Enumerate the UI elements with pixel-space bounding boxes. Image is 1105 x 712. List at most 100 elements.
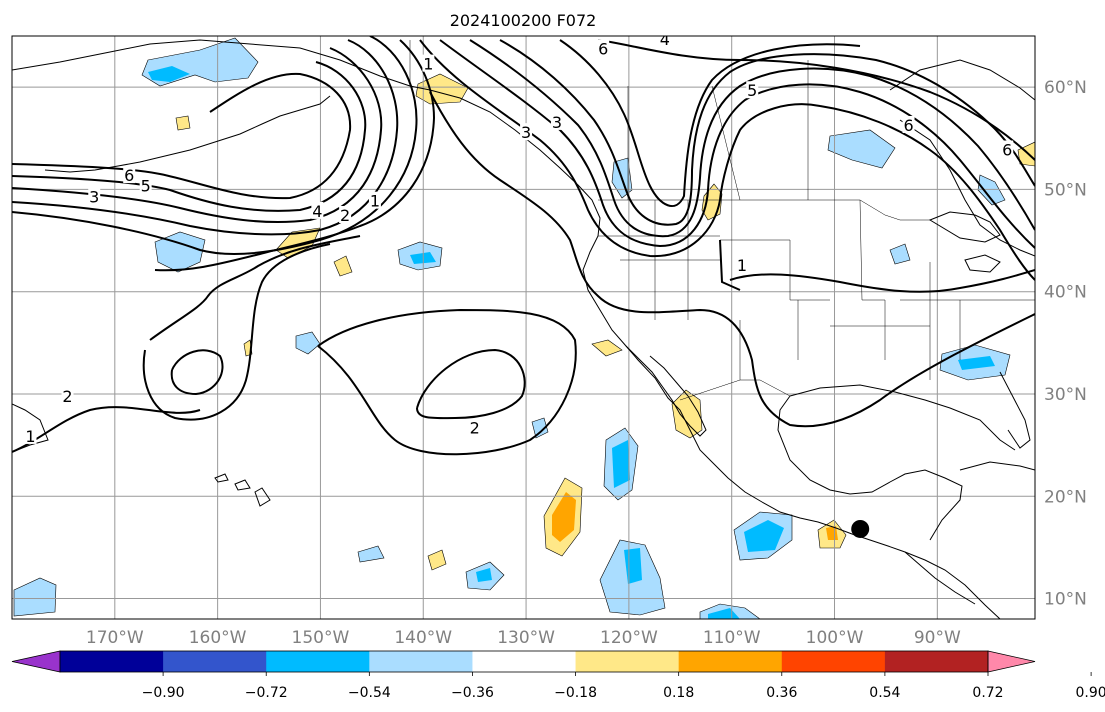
anomaly-fill <box>175 115 191 131</box>
contour-line <box>419 39 1035 281</box>
contour-line <box>729 269 1035 293</box>
contour-label: 3 <box>552 113 562 132</box>
contour-line <box>12 36 418 256</box>
colorbar-tick-label: −0.18 <box>554 685 597 701</box>
anomaly-fill <box>333 255 353 277</box>
contour-line <box>429 91 1035 428</box>
anomaly-fill <box>357 545 385 563</box>
contour-label: 4 <box>312 202 322 221</box>
anomaly-fill <box>275 227 321 259</box>
contour-label-bg <box>468 418 481 436</box>
contour-label: 5 <box>747 81 757 100</box>
latitude-label: 60°N <box>1044 78 1087 98</box>
location-marker <box>851 519 870 538</box>
contour-label-bg <box>520 123 533 141</box>
latitude-labels: 60°N 50°N 40°N 30°N 20°N 10°N <box>1044 78 1087 609</box>
contour-label: 4 <box>660 30 670 49</box>
colorbar-tick-label: 0.36 <box>766 685 797 701</box>
contour-line <box>317 308 577 456</box>
anomaly-fill <box>427 549 447 571</box>
colorbar-segment <box>781 651 886 672</box>
anomaly-fill <box>591 339 623 357</box>
longitude-label: 120°W <box>600 628 658 648</box>
contour-label: 6 <box>1002 141 1012 160</box>
contour-label-bg <box>339 205 352 223</box>
anomaly-fill <box>148 66 190 82</box>
contour-line <box>154 39 436 272</box>
contour-label-bg <box>658 36 671 48</box>
colorbar-frame <box>59 650 989 673</box>
contour-label: 3 <box>521 123 531 142</box>
latitude-label: 20°N <box>1044 487 1087 507</box>
colorbar-segment <box>884 651 989 672</box>
contour-label: 2 <box>340 206 350 225</box>
colorbar-segment <box>472 651 577 672</box>
longitude-label: 170°W <box>86 628 144 648</box>
longitude-label: 130°W <box>497 628 555 648</box>
contour-label-bg <box>123 166 136 184</box>
contour-label-bg <box>61 387 74 405</box>
colorbar-tick-label: 0.90 <box>1076 685 1105 701</box>
contour-line <box>719 239 741 291</box>
anomaly-fill <box>671 389 703 439</box>
colorbar: −0.90 −0.72 −0.54 −0.36 −0.18 0.18 0.36 0.54 0.7… <box>11 650 1105 701</box>
colorbar-extend-low <box>11 650 61 673</box>
map-frame <box>11 35 1036 620</box>
contour-label-bg <box>1001 140 1014 158</box>
contour-line <box>12 406 201 453</box>
coastlines <box>12 39 1035 619</box>
colorbar-segment <box>575 651 680 672</box>
contour-label: 5 <box>141 176 151 195</box>
map-title: 2024100200 F072 <box>450 11 597 30</box>
contour-label-bg <box>597 39 610 57</box>
colorbar-tick-label: −0.36 <box>451 685 494 701</box>
contour-line <box>597 39 1035 161</box>
anomaly-fill <box>958 356 995 370</box>
colorbar-tick-label: −0.90 <box>142 685 185 701</box>
contour-label-bg <box>550 112 563 130</box>
contour-label: 6 <box>124 166 134 185</box>
colorbar-tick-label: 0.72 <box>972 685 1003 701</box>
contour-label-bg <box>735 256 748 274</box>
contour-label: 1 <box>737 256 747 275</box>
anomaly-fill <box>827 129 896 169</box>
anomaly-fill <box>531 417 549 439</box>
longitude-label: 110°W <box>703 628 761 648</box>
contour-label: 1 <box>25 427 35 446</box>
contour-label-bg <box>368 191 381 209</box>
contour-line <box>12 39 399 236</box>
colorbar-tick-label: −0.54 <box>348 685 391 701</box>
anomaly-fill <box>612 440 630 488</box>
contour-line <box>149 235 361 341</box>
anomaly-fill <box>154 231 206 273</box>
colorbar-segment <box>266 651 370 672</box>
anomaly-fill <box>977 174 1006 206</box>
longitude-label: 100°W <box>806 628 864 648</box>
colorbar-tick-label: 0.54 <box>869 685 900 701</box>
colorbar-segment <box>60 651 164 672</box>
colorbar-segment <box>678 651 783 672</box>
contour-label: 3 <box>89 188 99 207</box>
contour-label: 6 <box>903 116 913 135</box>
contour-line <box>469 39 1035 238</box>
colorbar-extend-high <box>987 650 1036 673</box>
contour-line <box>12 47 383 224</box>
contour-label-bg <box>422 54 435 72</box>
colorbar-tick-label: 0.18 <box>663 685 694 701</box>
contour-label-bg <box>311 201 324 219</box>
colorbar-segment <box>369 651 473 672</box>
contour-line <box>142 243 331 421</box>
contour-line <box>439 39 1035 249</box>
contour-line <box>170 349 224 396</box>
contour-line <box>416 348 526 420</box>
latitude-label: 10°N <box>1044 590 1087 610</box>
latitude-label: 40°N <box>1044 283 1087 303</box>
longitude-labels: 170°W 160°W 150°W 140°W 130°W 120°W 110°W 100°W… <box>86 628 961 648</box>
contour-label: 2 <box>470 419 480 438</box>
longitude-label: 90°W <box>914 628 961 648</box>
contour-label: 6 <box>598 39 608 58</box>
contour-line <box>499 39 1035 226</box>
